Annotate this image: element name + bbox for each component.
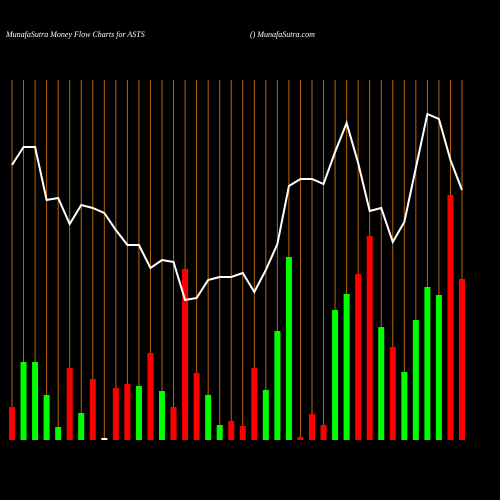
bar: [320, 425, 327, 440]
bar: [251, 368, 258, 440]
bar: [389, 347, 396, 440]
bar: [66, 368, 73, 440]
bar: [193, 373, 200, 440]
price-line: [11, 112, 463, 302]
bar: [412, 320, 419, 440]
bar: [366, 236, 373, 440]
bar: [112, 388, 119, 440]
bar: [459, 279, 465, 440]
bar: [274, 331, 281, 440]
chart-title: MunafaSutra Money Flow Charts for ASTS: [5, 30, 145, 39]
bar: [78, 413, 85, 440]
chart-subtitle: () MunafaSutra.com: [250, 30, 315, 39]
bar: [297, 437, 304, 440]
bar: [159, 391, 165, 440]
bar: [101, 438, 108, 440]
bar: [205, 395, 212, 440]
bar: [285, 257, 292, 440]
bar: [43, 395, 50, 440]
bar: [182, 269, 189, 440]
bar: [170, 407, 177, 440]
bar: [378, 327, 385, 440]
bar: [239, 426, 246, 440]
bar: [332, 310, 339, 440]
bar: [355, 274, 362, 440]
bar: [135, 386, 142, 440]
bar: [401, 372, 408, 440]
bar: [435, 295, 442, 440]
bar: [343, 294, 350, 440]
bar: [20, 362, 27, 440]
bar: [9, 407, 15, 440]
bar: [262, 390, 269, 440]
bar: [147, 353, 154, 440]
bar: [424, 287, 431, 440]
bar: [124, 384, 131, 440]
bar: [216, 425, 223, 440]
bar: [32, 362, 39, 440]
bar: [55, 427, 62, 440]
bar: [309, 414, 315, 440]
bar: [89, 379, 96, 440]
bar: [447, 195, 454, 440]
bar: [228, 421, 235, 440]
